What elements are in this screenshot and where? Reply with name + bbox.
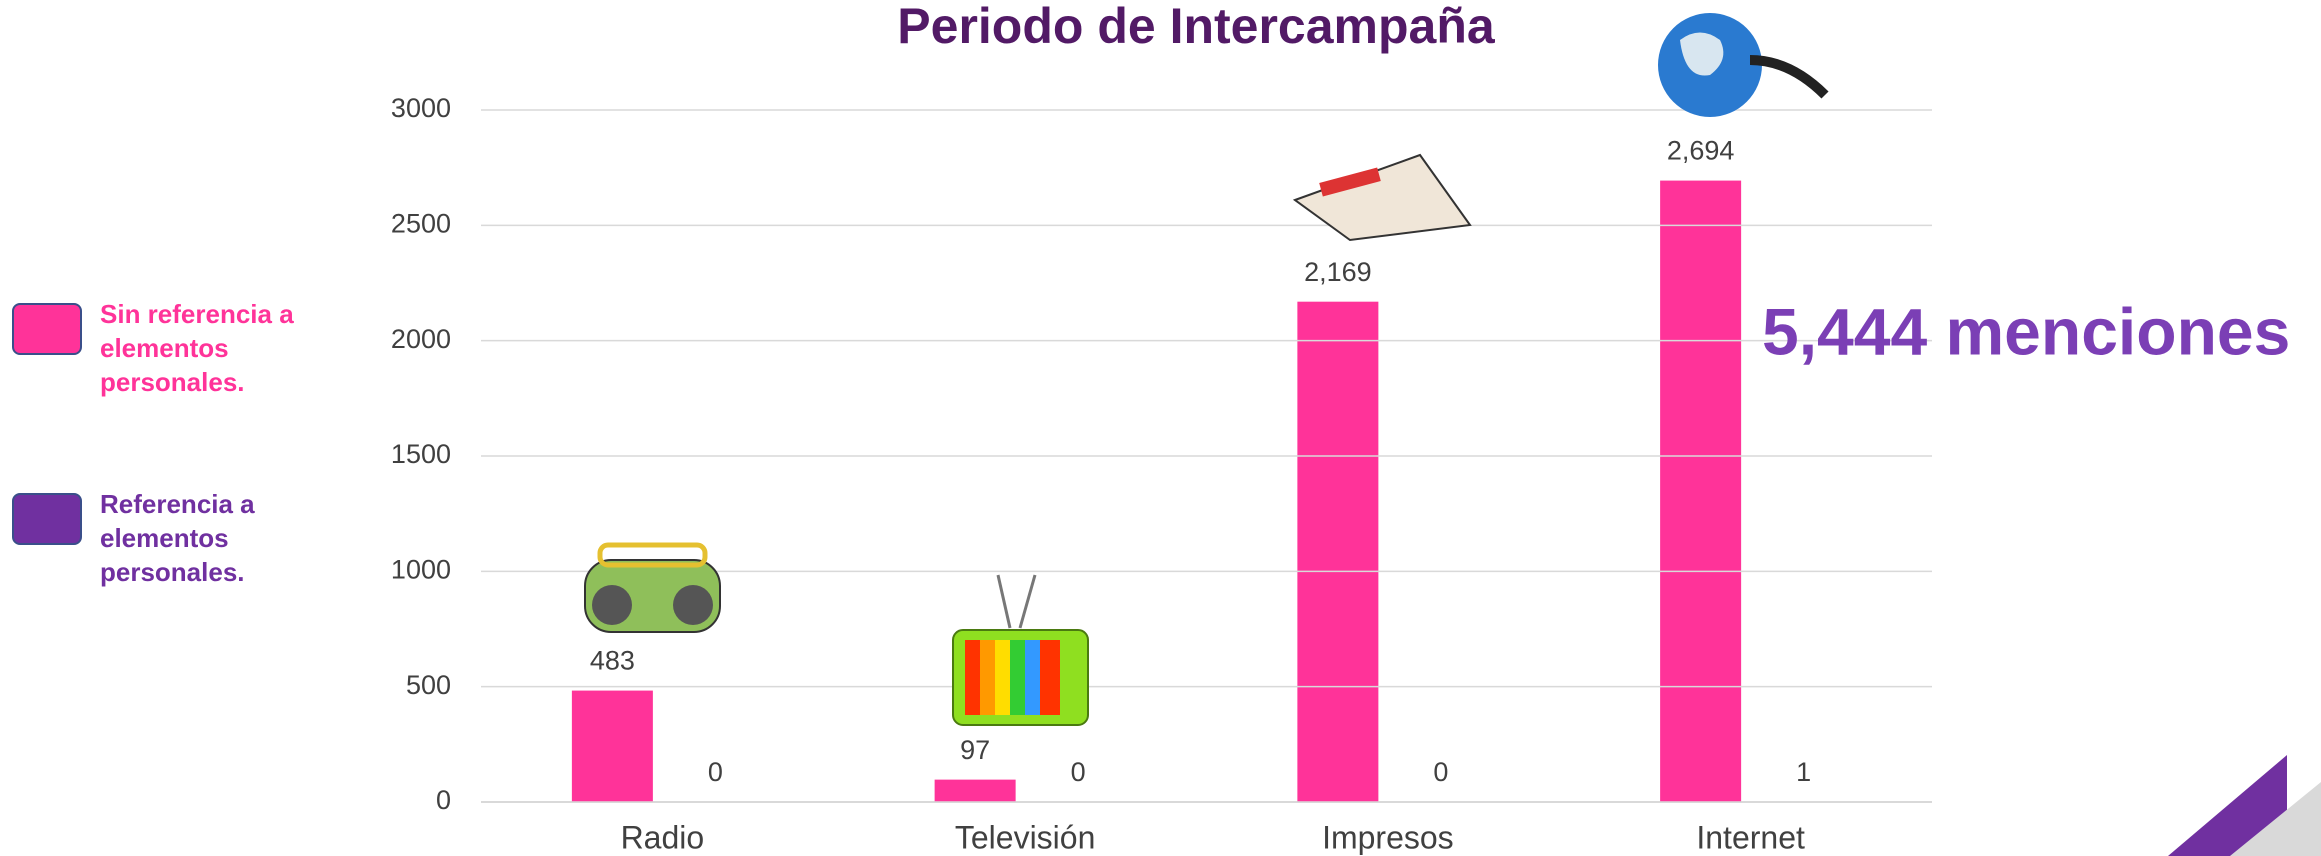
tv-icon xyxy=(952,574,1089,726)
y-tick-label: 500 xyxy=(406,670,451,700)
y-tick-label: 2500 xyxy=(391,208,451,238)
value-label: 0 xyxy=(1433,757,1448,787)
legend-swatch xyxy=(12,493,82,545)
legend-label: Referencia a elementos personales. xyxy=(100,489,255,587)
y-tick-label: 3000 xyxy=(391,93,451,123)
legend-label: Sin referencia a elementos personales. xyxy=(100,299,294,397)
legend-swatch xyxy=(12,303,82,355)
value-label: 0 xyxy=(708,757,723,787)
value-label: 2,694 xyxy=(1667,136,1735,166)
x-tick-label: Internet xyxy=(1696,819,1805,855)
value-label: 2,169 xyxy=(1304,257,1372,287)
corner-decoration xyxy=(2230,782,2321,856)
value-label: 483 xyxy=(590,646,635,676)
annotation: 5,444 menciones xyxy=(1762,294,2290,368)
value-label: 0 xyxy=(1071,757,1086,787)
y-tick-label: 1000 xyxy=(391,554,451,584)
x-tick-label: Radio xyxy=(621,819,705,855)
chart-title: Periodo de Intercampaña xyxy=(897,0,1496,54)
x-tick-label: Impresos xyxy=(1322,819,1454,855)
value-label: 1 xyxy=(1796,757,1811,787)
globe-icon xyxy=(1658,13,1829,117)
y-tick-label: 2000 xyxy=(391,324,451,354)
bar xyxy=(571,690,653,802)
y-tick-label: 0 xyxy=(436,785,451,815)
value-label: 97 xyxy=(960,735,990,765)
bar xyxy=(934,779,1016,802)
x-tick-label: Televisión xyxy=(955,819,1096,855)
bar xyxy=(1660,180,1742,803)
corner-decoration xyxy=(2168,755,2287,856)
radio-icon xyxy=(584,542,721,633)
bar xyxy=(1297,301,1379,802)
y-tick-label: 1500 xyxy=(391,439,451,469)
newspaper-icon xyxy=(1292,153,1472,242)
